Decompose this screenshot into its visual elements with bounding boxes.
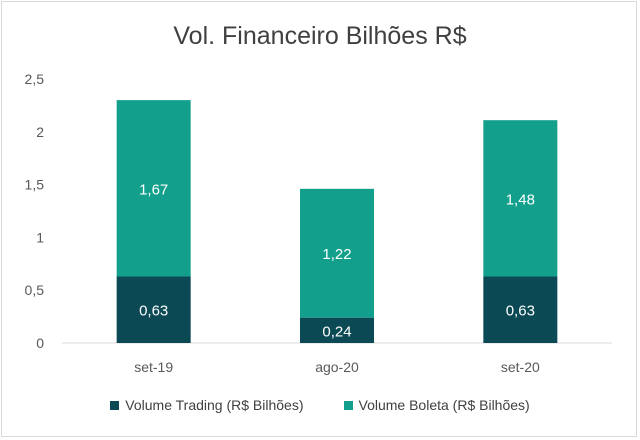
bar-segment (483, 276, 558, 343)
data-label: 0,63 (139, 303, 168, 320)
data-label: 0,24 (322, 323, 351, 340)
bar-segment (300, 317, 374, 343)
bar-segment (116, 100, 191, 277)
bar-segment (483, 120, 558, 277)
data-label: 1,22 (322, 246, 351, 263)
chart-title: Vol. Financeiro Bilhões R$ (173, 22, 467, 50)
y-tick-label: 0 (36, 335, 44, 351)
x-tick-label: set-20 (501, 359, 540, 375)
chart-legend: Volume Trading (R$ Bilhões) Volume Bolet… (0, 397, 640, 413)
y-tick-label: 2 (36, 124, 44, 140)
bar-segment (300, 188, 374, 318)
legend-swatch-trading (110, 400, 120, 410)
legend-swatch-boleta (343, 400, 353, 410)
y-tick-label: 0,5 (25, 282, 45, 298)
data-label: 1,48 (506, 191, 535, 208)
y-tick-label: 1 (36, 229, 44, 245)
y-tick-label: 1,5 (25, 177, 45, 193)
legend-item-trading: Volume Trading (R$ Bilhões) (110, 397, 304, 413)
data-label: 1,67 (139, 181, 168, 198)
data-label: 0,63 (506, 303, 535, 320)
legend-label-boleta: Volume Boleta (R$ Bilhões) (358, 397, 530, 413)
x-tick-label: ago-20 (315, 359, 359, 375)
y-tick-label: 2,5 (25, 71, 45, 87)
legend-label-trading: Volume Trading (R$ Bilhões) (125, 397, 304, 413)
bar-segment (116, 276, 191, 343)
legend-item-boleta: Volume Boleta (R$ Bilhões) (343, 397, 530, 413)
x-tick-label: set-19 (134, 359, 173, 375)
